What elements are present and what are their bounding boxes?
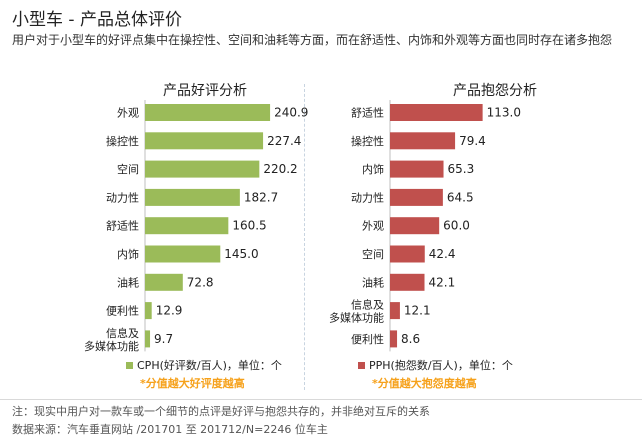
good-bar	[145, 104, 271, 121]
bad-category-label: 信息及多媒体功能	[329, 298, 384, 325]
bad-category-label: 舒适性	[351, 106, 384, 120]
good-category-label: 便利性	[106, 304, 139, 318]
bad-bar	[390, 330, 398, 348]
good-bar	[145, 160, 260, 178]
bad-value-label: 42.4	[429, 247, 456, 261]
bad-category-label: 操控性	[351, 134, 384, 148]
bad-bar	[390, 273, 425, 291]
bad-category-label: 内饰	[362, 162, 384, 176]
good-bar	[145, 302, 152, 320]
good-bar	[145, 330, 151, 348]
bad-emphasis-note: *分值越大抱怨度越高	[372, 377, 477, 390]
good-value-label: 220.2	[263, 162, 297, 176]
source-note: 数据来源：汽车垂直网站 /201701 至 201712/N=2246 位车主	[12, 423, 328, 436]
good-category-label: 空间	[117, 162, 139, 176]
bad-value-label: 113.0	[487, 106, 521, 120]
bad-bar	[390, 104, 483, 121]
bad-legend-swatch	[358, 361, 365, 369]
good-category-label: 内饰	[117, 247, 139, 261]
bad-category-label-line: 多媒体功能	[329, 311, 384, 325]
footer-rule	[0, 399, 642, 400]
bad-category-label: 油耗	[362, 275, 384, 289]
bad-legend-label: PPH(抱怨数/百人)，单位：个	[369, 359, 513, 372]
good-bar	[145, 188, 240, 206]
good-value-label: 227.4	[267, 134, 301, 148]
page-title: 小型车 - 产品总体评价	[12, 10, 182, 30]
good-category-label: 舒适性	[106, 219, 139, 233]
footnote: 注：现实中用户对一款车或一个细节的点评是好评与抱怨共存的，并非绝对互斥的关系	[12, 405, 430, 418]
bad-value-label: 64.5	[447, 190, 474, 204]
good-category-label: 信息及多媒体功能	[84, 326, 139, 353]
bad-bar	[390, 132, 456, 150]
good-legend: CPH(好评数/百人)，单位：个	[126, 357, 282, 373]
bad-category-label-line: 信息及	[351, 298, 384, 312]
bad-value-label: 12.1	[404, 304, 431, 318]
good-value-label: 145.0	[224, 247, 258, 261]
good-category-label: 外观	[117, 107, 139, 120]
good-value-label: 72.8	[187, 275, 214, 289]
bad-category-label: 便利性	[351, 332, 384, 346]
good-chart-title: 产品好评分析	[163, 83, 247, 99]
bad-category-label: 动力性	[351, 190, 384, 204]
good-category-label-line: 多媒体功能	[84, 339, 139, 353]
good-category-label: 动力性	[106, 190, 139, 204]
chart-divider	[304, 84, 305, 390]
good-value-label: 240.9	[274, 106, 308, 120]
good-value-label: 160.5	[232, 219, 266, 233]
bad-legend: PPH(抱怨数/百人)，单位：个	[358, 357, 513, 373]
good-category-label: 操控性	[106, 134, 139, 148]
bad-bar	[390, 217, 440, 235]
bad-category-label: 外观	[362, 220, 384, 233]
bad-value-label: 60.0	[443, 219, 470, 233]
good-bar	[145, 245, 221, 263]
good-emphasis-note: *分值越大好评度越高	[140, 377, 245, 390]
bad-value-label: 79.4	[459, 134, 486, 148]
page-subtitle: 用户对于小型车的好评点集中在操控性、空间和油耗等方面，而在舒适性、内饰和外观等方…	[12, 33, 613, 47]
bad-bar	[390, 302, 400, 320]
bad-bar	[390, 245, 425, 263]
good-bar	[145, 132, 264, 150]
good-bar	[145, 217, 229, 235]
good-category-label-line: 信息及	[106, 326, 139, 340]
good-legend-label: CPH(好评数/百人)，单位：个	[137, 359, 282, 372]
good-value-label: 12.9	[156, 304, 183, 318]
bad-bar	[390, 160, 444, 178]
good-value-label: 9.7	[154, 332, 173, 346]
good-value-label: 182.7	[244, 190, 278, 204]
bad-category-label: 空间	[362, 247, 384, 261]
good-category-label: 油耗	[117, 275, 139, 289]
bad-chart-title: 产品抱怨分析	[453, 83, 537, 99]
good-bar	[145, 273, 183, 291]
bad-value-label: 8.6	[401, 332, 420, 346]
bad-value-label: 65.3	[448, 162, 475, 176]
bad-bar	[390, 188, 443, 206]
good-legend-swatch	[126, 361, 133, 369]
bad-value-label: 42.1	[429, 275, 456, 289]
